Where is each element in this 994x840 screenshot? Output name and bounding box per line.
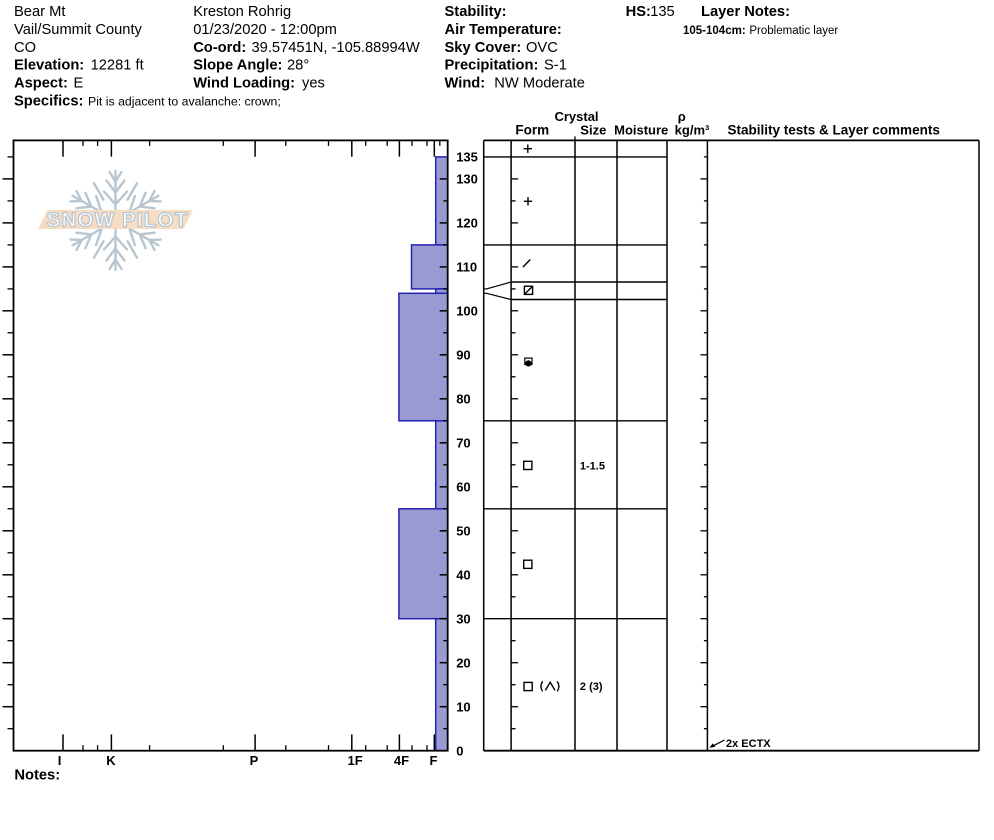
svg-text:30: 30 xyxy=(456,611,470,626)
svg-text:10: 10 xyxy=(456,699,470,714)
svg-text:P: P xyxy=(250,753,259,768)
svg-text:Precipitation:: Precipitation: xyxy=(445,58,539,74)
svg-text:Sky Cover:: Sky Cover: xyxy=(445,40,522,56)
svg-text:100: 100 xyxy=(456,304,478,319)
svg-text:105-104cm:: 105-104cm: xyxy=(683,25,746,37)
svg-text:50: 50 xyxy=(456,524,470,539)
svg-text:Crystal: Crystal xyxy=(554,109,598,124)
svg-text:NW Moderate: NW Moderate xyxy=(494,75,585,91)
svg-text:110: 110 xyxy=(456,260,477,275)
svg-text:0: 0 xyxy=(456,743,463,758)
svg-text:Pit is adjacent to avalanche:: Pit is adjacent to avalanche: crown; xyxy=(88,95,281,109)
svg-text:Stability tests & Layer commen: Stability tests & Layer comments xyxy=(728,123,940,138)
svg-text:Elevation:: Elevation: xyxy=(14,58,84,74)
svg-text:K: K xyxy=(106,753,116,768)
svg-text:Vail/Summit County: Vail/Summit County xyxy=(14,22,143,38)
svg-text:I: I xyxy=(58,753,62,768)
svg-text:Notes:: Notes: xyxy=(14,768,60,784)
svg-text:Wind Loading:: Wind Loading: xyxy=(193,75,295,91)
svg-text:12281 ft: 12281 ft xyxy=(91,58,144,74)
svg-text:2 (3): 2 (3) xyxy=(580,681,603,693)
svg-text:Aspect:: Aspect: xyxy=(14,75,68,91)
svg-text:Form: Form xyxy=(515,123,549,138)
svg-text:1F: 1F xyxy=(348,753,363,768)
svg-text:20: 20 xyxy=(456,655,470,670)
svg-text:F: F xyxy=(430,753,438,768)
svg-text:kg/m³: kg/m³ xyxy=(675,123,710,138)
svg-text:01/23/2020 - 12:00pm: 01/23/2020 - 12:00pm xyxy=(193,22,337,38)
svg-text:Size: Size xyxy=(580,123,606,138)
svg-text:SNOW PILOT: SNOW PILOT xyxy=(47,208,189,231)
svg-text:Specifics:: Specifics: xyxy=(14,94,83,110)
svg-text:S-1: S-1 xyxy=(544,58,567,74)
svg-text:Kreston Rohrig: Kreston Rohrig xyxy=(193,4,291,20)
svg-text:120: 120 xyxy=(456,216,478,231)
svg-text:Bear Mt: Bear Mt xyxy=(14,4,65,20)
svg-text:135: 135 xyxy=(650,4,675,20)
svg-text:28°: 28° xyxy=(287,58,309,74)
svg-text:Stability:: Stability: xyxy=(445,4,507,20)
svg-text:135: 135 xyxy=(456,150,478,165)
svg-text:HS:: HS: xyxy=(626,4,651,20)
svg-text:130: 130 xyxy=(456,172,478,187)
svg-text:CO: CO xyxy=(14,40,36,56)
svg-text:E: E xyxy=(74,75,84,91)
svg-text:Wind:: Wind: xyxy=(445,75,486,91)
svg-text:1-1.5: 1-1.5 xyxy=(580,460,605,472)
svg-text:70: 70 xyxy=(456,436,470,451)
svg-text:Co-ord:: Co-ord: xyxy=(193,40,246,56)
svg-text:Air Temperature:: Air Temperature: xyxy=(445,22,562,38)
svg-text:2x ECTX: 2x ECTX xyxy=(726,738,771,750)
svg-text:Slope Angle:: Slope Angle: xyxy=(193,58,282,74)
svg-text:yes: yes xyxy=(302,75,325,91)
svg-text:Moisture: Moisture xyxy=(614,123,668,138)
svg-text:60: 60 xyxy=(456,480,470,495)
svg-text:39.57451N, -105.88994W: 39.57451N, -105.88994W xyxy=(252,40,420,56)
svg-text:40: 40 xyxy=(456,568,470,583)
svg-text:Layer Notes:: Layer Notes: xyxy=(701,4,790,20)
svg-text:4F: 4F xyxy=(394,753,409,768)
svg-text:ρ: ρ xyxy=(678,109,686,124)
svg-text:OVC: OVC xyxy=(526,40,558,56)
svg-text:90: 90 xyxy=(456,348,470,363)
svg-text:80: 80 xyxy=(456,392,470,407)
svg-text:Problematic layer: Problematic layer xyxy=(749,25,838,37)
